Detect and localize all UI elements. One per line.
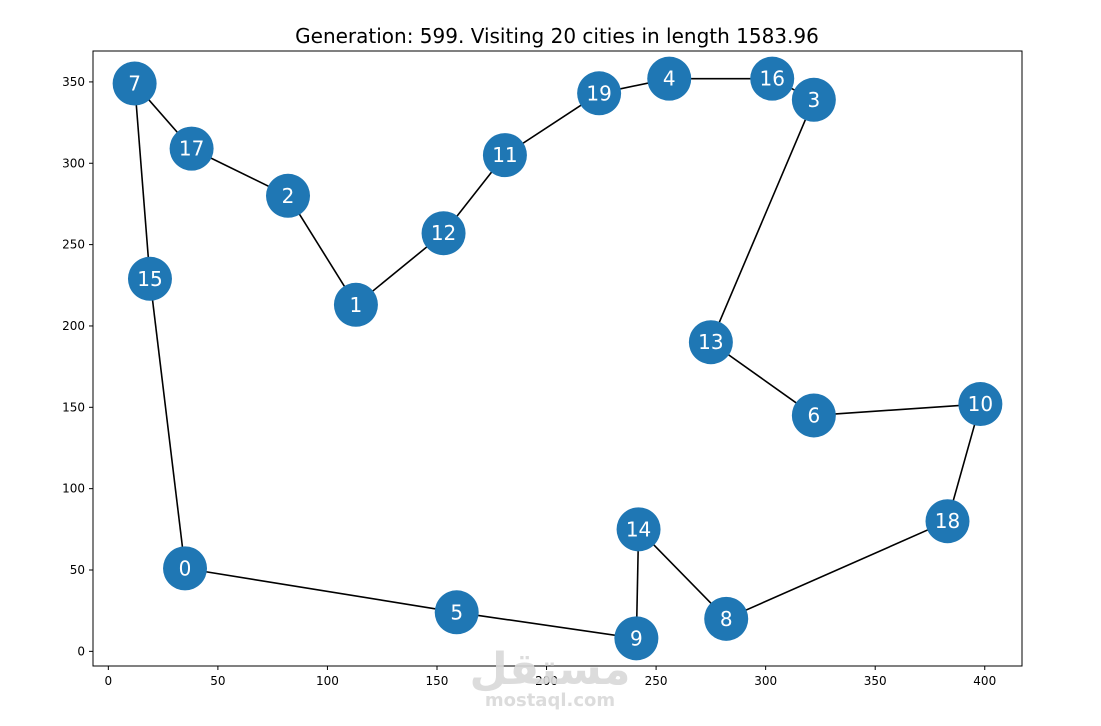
city-node-18: 18 (925, 499, 970, 544)
city-node-17: 17 (169, 126, 214, 171)
city-label-2: 2 (282, 184, 295, 208)
city-label-13: 13 (698, 330, 723, 354)
city-label-19: 19 (586, 81, 611, 105)
city-marker-3 (791, 77, 836, 122)
y-tick-label-350: 350 (62, 75, 85, 89)
city-node-2: 2 (266, 173, 311, 218)
city-label-12: 12 (431, 221, 456, 245)
watermark-arabic: مستقل (470, 644, 631, 695)
y-tick-label-50: 50 (70, 563, 85, 577)
city-marker-18 (925, 499, 970, 544)
city-node-11: 11 (482, 133, 527, 178)
route-edge-8-18 (725, 520, 948, 620)
city-marker-11 (482, 133, 527, 178)
city-label-4: 4 (663, 67, 676, 91)
watermark: مستقل mostaql.com (470, 644, 631, 711)
chart-title: Generation: 599. Visiting 20 cities in l… (295, 24, 819, 48)
y-tick-label-300: 300 (62, 156, 85, 170)
city-label-15: 15 (137, 267, 162, 291)
city-label-6: 6 (807, 403, 820, 427)
x-tick-label-0: 0 (105, 674, 113, 688)
x-tick-label-50: 50 (210, 674, 225, 688)
city-marker-9 (614, 616, 659, 661)
city-node-12: 12 (421, 211, 466, 256)
city-marker-4 (647, 56, 692, 101)
city-node-9: 9 (614, 616, 659, 661)
x-tick-label-350: 350 (864, 674, 887, 688)
watermark-latin: mostaql.com (485, 690, 615, 711)
city-marker-10 (958, 382, 1003, 427)
city-label-9: 9 (630, 626, 643, 650)
x-tick-label-150: 150 (426, 674, 449, 688)
route-edge-7-15 (133, 83, 151, 279)
city-node-7: 7 (112, 61, 157, 106)
city-node-6: 6 (791, 393, 836, 438)
route-edge-10-6 (813, 403, 981, 417)
city-label-14: 14 (626, 517, 651, 541)
plot-area-frame (92, 50, 1023, 667)
route-edge-0-5 (184, 567, 457, 614)
city-node-15: 15 (127, 256, 172, 301)
city-marker-2 (266, 173, 311, 218)
city-node-8: 8 (704, 596, 749, 641)
city-marker-8 (704, 596, 749, 641)
x-tick-label-400: 400 (973, 674, 996, 688)
city-label-17: 17 (179, 137, 204, 161)
city-label-7: 7 (128, 72, 141, 96)
city-label-3: 3 (807, 88, 820, 112)
city-marker-13 (688, 320, 733, 365)
city-marker-15 (127, 256, 172, 301)
city-label-10: 10 (968, 392, 993, 416)
city-label-18: 18 (935, 509, 960, 533)
city-node-14: 14 (616, 507, 661, 552)
city-marker-7 (112, 61, 157, 106)
city-node-16: 16 (750, 56, 795, 101)
city-marker-16 (750, 56, 795, 101)
y-tick-label-0: 0 (77, 644, 85, 658)
city-marker-19 (577, 71, 622, 116)
city-node-5: 5 (434, 590, 479, 635)
city-marker-0 (163, 546, 208, 591)
y-tick-label-100: 100 (62, 482, 85, 496)
city-marker-17 (169, 126, 214, 171)
city-node-0: 0 (163, 546, 208, 591)
city-marker-14 (616, 507, 661, 552)
city-marker-12 (421, 211, 466, 256)
city-marker-5 (434, 590, 479, 635)
x-tick-label-300: 300 (754, 674, 777, 688)
city-marker-6 (791, 393, 836, 438)
route-edge-13-3 (710, 99, 815, 343)
city-node-4: 4 (647, 56, 692, 101)
city-node-19: 19 (577, 71, 622, 116)
city-node-3: 3 (791, 77, 836, 122)
city-node-1: 1 (333, 282, 378, 327)
city-node-10: 10 (958, 382, 1003, 427)
city-node-13: 13 (688, 320, 733, 365)
x-tick-label-100: 100 (316, 674, 339, 688)
y-tick-label-250: 250 (62, 238, 85, 252)
x-tick-label-250: 250 (645, 674, 668, 688)
city-label-8: 8 (720, 607, 733, 631)
route-edge-5-9 (456, 611, 637, 640)
x-tick-label-200: 200 (535, 674, 558, 688)
city-label-16: 16 (759, 67, 784, 91)
city-label-1: 1 (350, 293, 363, 317)
x-axis-ticks: 0 50 100 150 200 250 300 350 400 (105, 666, 996, 688)
y-tick-label-200: 200 (62, 319, 85, 333)
city-label-5: 5 (450, 600, 463, 624)
route-edge-15-0 (149, 278, 186, 569)
y-tick-label-150: 150 (62, 400, 85, 414)
city-label-0: 0 (179, 556, 192, 580)
city-label-11: 11 (492, 143, 517, 167)
city-marker-1 (333, 282, 378, 327)
y-axis-ticks: 0 50 100 150 200 250 300 350 (62, 75, 93, 658)
